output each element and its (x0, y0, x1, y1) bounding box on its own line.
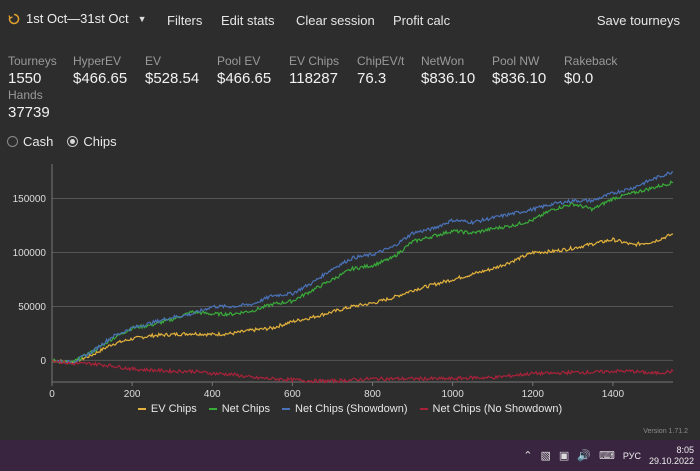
stat-value: $836.10 (421, 70, 476, 87)
y-tick-label: 50000 (18, 302, 46, 313)
date-range-dropdown[interactable]: 1st Oct—31st Oct ▼ (8, 11, 147, 26)
radio-label: Cash (23, 134, 54, 149)
clock-time: 8:05 (676, 444, 694, 455)
legend-item[interactable]: Net Chips (208, 403, 271, 415)
stat-label: Pool EV (217, 54, 261, 68)
stat-label: Tourneys (8, 54, 57, 68)
stat-label: ChipEV/t (357, 54, 405, 68)
y-tick-label: 100000 (13, 248, 47, 259)
y-tick-label: 150000 (13, 194, 47, 205)
stat-value: 37739 (8, 104, 50, 121)
legend-swatch (137, 408, 146, 410)
legend-swatch (208, 408, 217, 410)
taskbar: ⌃ ▧ ▣ 🔊 ⌨ РУС 8:05 29.10.2022 (0, 440, 700, 471)
legend-label: Net Chips (221, 403, 271, 415)
stat-label: NetWon (421, 54, 465, 68)
chevron-up-icon[interactable]: ⌃ (523, 450, 533, 462)
x-tick-label: 1200 (522, 389, 545, 400)
legend-swatch (282, 408, 291, 410)
series-line (51, 180, 674, 364)
legend-item[interactable]: Net Chips (Showdown) (282, 403, 408, 415)
stat-tourneys: Tourneys 1550 (8, 54, 57, 88)
stat-value: $466.65 (73, 70, 128, 87)
stat-label: Pool NW (492, 54, 540, 68)
stat-value: $0.0 (564, 70, 594, 87)
clock-date: 29.10.2022 (648, 455, 694, 466)
save-tourneys-button[interactable]: Save tourneys (596, 13, 680, 28)
x-tick-label: 600 (284, 389, 301, 400)
menu-filters-button[interactable]: Filters (167, 13, 203, 28)
date-range-label: 1st Oct—31st Oct (26, 11, 129, 26)
stat-netwon: NetWon $836.10 (421, 54, 475, 88)
stat-pool-nw: Pool NW $836.10 (492, 54, 546, 88)
stat-value: $836.10 (492, 70, 547, 87)
legend-label: Net Chips (No Showdown) (432, 403, 563, 415)
legend-label: Net Chips (Showdown) (295, 403, 408, 415)
stat-value: $466.65 (217, 70, 272, 87)
radio-circle-icon (67, 136, 79, 147)
stat-hands: Hands 37739 (8, 88, 50, 122)
y-tick-label: 0 (40, 356, 46, 367)
language-indicator[interactable]: РУС (622, 450, 641, 461)
stat-value: 76.3 (357, 70, 387, 87)
menu-profit-calc-button[interactable]: Profit calc (393, 13, 451, 28)
mode-radio-group: Cash Chips (7, 134, 117, 149)
x-tick-label: 400 (204, 389, 221, 400)
radio-cash[interactable]: Cash (7, 134, 53, 149)
radio-circle-icon (7, 136, 18, 147)
chart: 0 50000 100000 150000 0 200 400 600 800 1000 1200 1… (13, 164, 674, 400)
version-label: Version 1.71.2 (643, 428, 688, 435)
series-line (51, 171, 674, 365)
network-icon[interactable]: ▣ (558, 450, 570, 462)
legend-swatch (419, 408, 428, 410)
x-tick-label: 0 (49, 389, 55, 400)
x-tick-label: 200 (124, 389, 141, 400)
stat-rakeback: Rakeback $0.0 (564, 54, 617, 88)
stat-pool-ev: Pool EV $466.65 (217, 54, 271, 88)
radio-label: Chips (83, 134, 117, 149)
stat-ev-chips: EV Chips 118287 (289, 54, 339, 88)
stat-value: 1550 (8, 70, 42, 87)
legend-item[interactable]: EV Chips (137, 403, 197, 415)
stat-value: $528.54 (145, 70, 200, 87)
legend-label: EV Chips (150, 403, 197, 415)
menu-edit-stats-button[interactable]: Edit stats (221, 13, 275, 28)
x-tick-label: 800 (364, 389, 381, 400)
radio-chips[interactable]: Chips (67, 134, 117, 149)
stat-label: HyperEV (73, 54, 122, 68)
stat-hyperev: HyperEV $466.65 (73, 54, 127, 88)
menu-clear-session-button[interactable]: Clear session (296, 13, 375, 28)
stat-label: Rakeback (564, 54, 618, 68)
stat-label: EV (145, 54, 162, 68)
stat-label: Hands (8, 88, 43, 102)
keyboard-icon[interactable]: ⌨ (599, 450, 615, 462)
battery-icon[interactable]: ▧ (540, 450, 551, 462)
volume-icon[interactable]: 🔊 (577, 450, 592, 462)
top-toolbar: 1st Oct—31st Oct ▼ Filters Edit stats Clea… (0, 0, 700, 42)
stat-label: EV Chips (289, 54, 340, 68)
x-tick-label: 1400 (602, 389, 625, 400)
chart-legend: EV Chips Net Chips Net Chips (Showdown) Net… (0, 403, 700, 415)
stat-ev: EV $528.54 (145, 54, 199, 88)
stat-chipev-t: ChipEV/t 76.3 (357, 54, 404, 88)
system-tray: ⌃ ▧ ▣ 🔊 ⌨ РУС 8:05 29.10.2022 (523, 440, 700, 471)
stat-value: 118287 (289, 70, 338, 87)
x-tick-label: 1000 (442, 389, 465, 400)
clock[interactable]: 8:05 29.10.2022 (649, 445, 694, 467)
series-line (51, 359, 674, 385)
legend-item[interactable]: Net Chips (No Showdown) (419, 403, 563, 415)
chevron-down-icon: ▼ (137, 13, 147, 24)
series-line (51, 233, 673, 365)
refresh-icon (8, 13, 20, 24)
